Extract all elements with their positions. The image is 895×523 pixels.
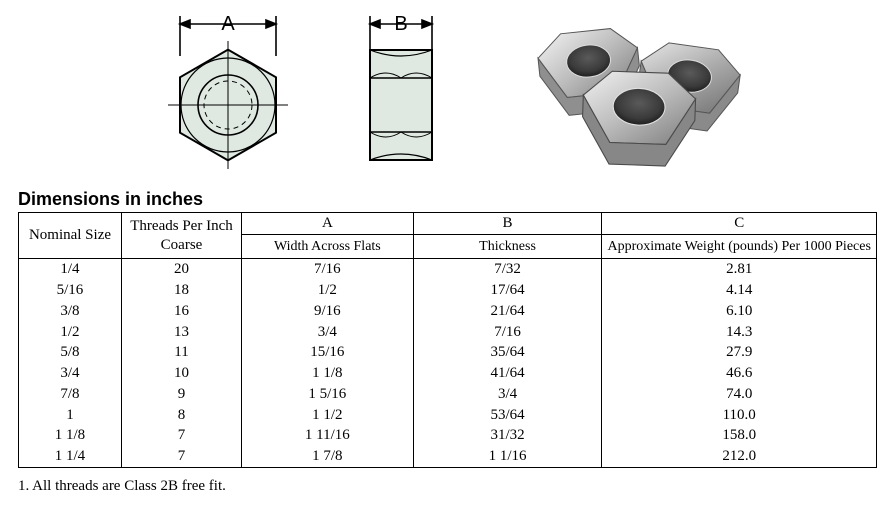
cell-c: 27.9 bbox=[602, 342, 877, 363]
table-row: 1 1/471 7/81 1/16212.0 bbox=[19, 446, 877, 467]
dimension-a-label: A bbox=[221, 13, 235, 35]
cell-c: 46.6 bbox=[602, 363, 877, 384]
col-c: C bbox=[602, 213, 877, 235]
cell-a: 1 7/8 bbox=[242, 446, 414, 467]
cell-b: 31/32 bbox=[413, 425, 602, 446]
cell-a: 1 11/16 bbox=[242, 425, 414, 446]
col-b: B bbox=[413, 213, 602, 235]
cell-a: 1 1/8 bbox=[242, 363, 414, 384]
cell-nominal: 7/8 bbox=[19, 384, 122, 405]
cell-c: 2.81 bbox=[602, 259, 877, 280]
cell-tpi: 7 bbox=[121, 446, 241, 467]
col-c-sub: Approximate Weight (pounds) Per 1000 Pie… bbox=[602, 234, 877, 259]
cell-nominal: 5/8 bbox=[19, 342, 122, 363]
cell-tpi: 11 bbox=[121, 342, 241, 363]
col-a-sub: Width Across Flats bbox=[242, 234, 414, 259]
cell-nominal: 1/4 bbox=[19, 259, 122, 280]
hex-nuts-photo bbox=[494, 10, 784, 170]
diagram-row: A B bbox=[18, 10, 877, 175]
cell-nominal: 5/16 bbox=[19, 280, 122, 301]
cell-b: 1 1/16 bbox=[413, 446, 602, 467]
table-row: 5/16181/217/644.14 bbox=[19, 280, 877, 301]
cell-nominal: 1 bbox=[19, 405, 122, 426]
dimension-b-label: B bbox=[394, 13, 407, 35]
col-tpi: Threads Per Inch Coarse bbox=[121, 213, 241, 259]
cell-b: 3/4 bbox=[413, 384, 602, 405]
col-a: A bbox=[242, 213, 414, 235]
cell-nominal: 1 1/4 bbox=[19, 446, 122, 467]
cell-a: 9/16 bbox=[242, 301, 414, 322]
cell-b: 7/16 bbox=[413, 322, 602, 343]
cell-c: 6.10 bbox=[602, 301, 877, 322]
footnote: 1. All threads are Class 2B free fit. bbox=[18, 478, 877, 495]
table-body: 1/4207/167/322.815/16181/217/644.143/816… bbox=[19, 259, 877, 468]
cell-nominal: 3/4 bbox=[19, 363, 122, 384]
cell-b: 41/64 bbox=[413, 363, 602, 384]
table-row: 1/2133/47/1614.3 bbox=[19, 322, 877, 343]
table-heading: Dimensions in inches bbox=[18, 189, 877, 210]
cell-b: 35/64 bbox=[413, 342, 602, 363]
cell-nominal: 1 1/8 bbox=[19, 425, 122, 446]
cell-c: 14.3 bbox=[602, 322, 877, 343]
cell-tpi: 13 bbox=[121, 322, 241, 343]
table-row: 181 1/253/64110.0 bbox=[19, 405, 877, 426]
col-b-sub: Thickness bbox=[413, 234, 602, 259]
cell-nominal: 1/2 bbox=[19, 322, 122, 343]
cell-c: 212.0 bbox=[602, 446, 877, 467]
cell-tpi: 20 bbox=[121, 259, 241, 280]
cell-a: 1 5/16 bbox=[242, 384, 414, 405]
cell-b: 53/64 bbox=[413, 405, 602, 426]
cell-a: 15/16 bbox=[242, 342, 414, 363]
cell-tpi: 16 bbox=[121, 301, 241, 322]
cell-a: 1/2 bbox=[242, 280, 414, 301]
cell-tpi: 9 bbox=[121, 384, 241, 405]
table-row: 5/81115/1635/6427.9 bbox=[19, 342, 877, 363]
cell-a: 1 1/2 bbox=[242, 405, 414, 426]
table-row: 7/891 5/163/474.0 bbox=[19, 384, 877, 405]
col-nominal: Nominal Size bbox=[19, 213, 122, 259]
cell-tpi: 18 bbox=[121, 280, 241, 301]
cell-b: 17/64 bbox=[413, 280, 602, 301]
cell-b: 7/32 bbox=[413, 259, 602, 280]
cell-c: 158.0 bbox=[602, 425, 877, 446]
table-row: 3/4101 1/841/6446.6 bbox=[19, 363, 877, 384]
dimensions-table: Nominal Size Threads Per Inch Coarse A B… bbox=[18, 212, 877, 468]
cell-nominal: 3/8 bbox=[19, 301, 122, 322]
cell-tpi: 8 bbox=[121, 405, 241, 426]
cell-b: 21/64 bbox=[413, 301, 602, 322]
table-row: 3/8169/1621/646.10 bbox=[19, 301, 877, 322]
hex-nut-top-view: A bbox=[148, 10, 308, 175]
cell-a: 3/4 bbox=[242, 322, 414, 343]
table-row: 1/4207/167/322.81 bbox=[19, 259, 877, 280]
cell-c: 110.0 bbox=[602, 405, 877, 426]
cell-a: 7/16 bbox=[242, 259, 414, 280]
cell-tpi: 7 bbox=[121, 425, 241, 446]
cell-c: 74.0 bbox=[602, 384, 877, 405]
hex-nut-side-view: B bbox=[346, 10, 456, 175]
table-row: 1 1/871 11/1631/32158.0 bbox=[19, 425, 877, 446]
cell-tpi: 10 bbox=[121, 363, 241, 384]
cell-c: 4.14 bbox=[602, 280, 877, 301]
